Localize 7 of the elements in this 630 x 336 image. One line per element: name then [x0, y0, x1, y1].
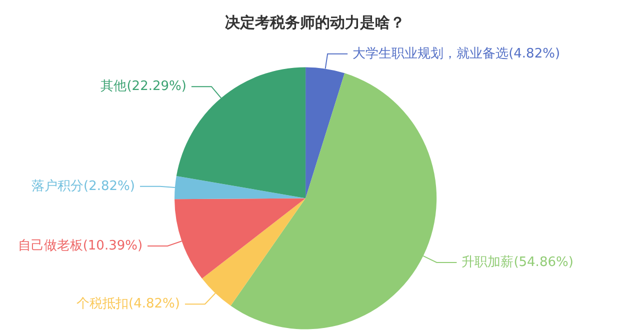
slice-label: 大学生职业规划，就业备选(4.82%)	[352, 46, 560, 62]
slice-label: 落户积分(2.82%)	[32, 178, 135, 194]
slice-label: 升职加薪(54.86%)	[462, 254, 574, 270]
slice-label: 其他(22.29%)	[100, 79, 186, 94]
chart-title: 决定考税务师的动力是啥？	[225, 14, 405, 32]
slice-label: 个税抵扣(4.82%)	[76, 296, 180, 312]
slice-label: 自己做老板(10.39%)	[18, 238, 143, 254]
